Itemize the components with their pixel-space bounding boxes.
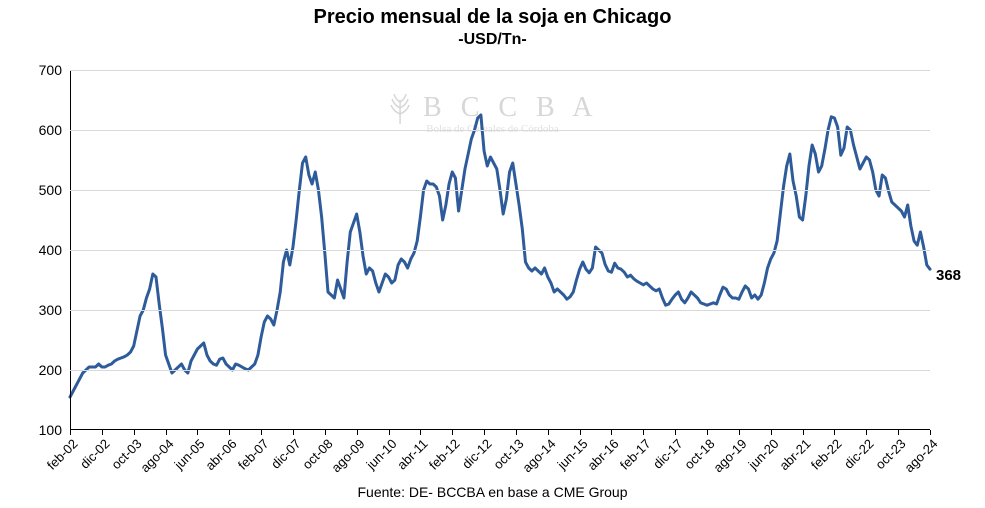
chart-title-block: Precio mensual de la soja en Chicago -US… (0, 6, 985, 49)
x-tick-label: dic-22 (841, 436, 877, 472)
x-tick-label: ago-24 (901, 436, 940, 475)
x-tick-mark (484, 430, 485, 435)
x-tick-mark (771, 430, 772, 435)
chart-container: Precio mensual de la soja en Chicago -US… (0, 0, 985, 508)
chart-title: Precio mensual de la soja en Chicago (0, 6, 985, 29)
x-tick-mark (357, 430, 358, 435)
x-tick-mark (293, 430, 294, 435)
x-tick-mark (739, 430, 740, 435)
x-tick-label: dic-12 (459, 436, 495, 472)
x-tick-label: feb-12 (426, 436, 463, 473)
gridline (70, 250, 930, 251)
last-value-label: 368 (936, 267, 961, 284)
x-tick-label: jun-10 (363, 436, 399, 472)
x-tick-label: abr-21 (776, 436, 813, 473)
x-tick-mark (420, 430, 421, 435)
x-tick-label: feb-22 (808, 436, 845, 473)
y-tick-label: 100 (39, 422, 62, 438)
x-tick-label: ago-19 (710, 436, 749, 475)
plot-area: 100200300400500600700feb-02dic-02oct-03a… (70, 70, 930, 430)
x-tick-label: abr-16 (585, 436, 622, 473)
x-tick-mark (643, 430, 644, 435)
x-tick-mark (389, 430, 390, 435)
x-tick-label: abr-06 (203, 436, 240, 473)
x-tick-mark (516, 430, 517, 435)
x-tick-label: feb-17 (617, 436, 654, 473)
price-line (70, 115, 930, 397)
x-tick-label: dic-07 (268, 436, 304, 472)
x-tick-mark (834, 430, 835, 435)
y-tick-label: 200 (39, 362, 62, 378)
x-tick-label: jun-05 (172, 436, 208, 472)
y-tick-label: 500 (39, 182, 62, 198)
gridline (70, 190, 930, 191)
x-tick-mark (325, 430, 326, 435)
x-tick-mark (134, 430, 135, 435)
x-tick-mark (580, 430, 581, 435)
x-tick-mark (707, 430, 708, 435)
gridline (70, 130, 930, 131)
x-tick-mark (261, 430, 262, 435)
x-tick-label: abr-11 (394, 436, 431, 473)
x-tick-mark (898, 430, 899, 435)
x-tick-mark (611, 430, 612, 435)
x-tick-label: ago-09 (328, 436, 367, 475)
gridline (70, 370, 930, 371)
x-tick-label: feb-07 (235, 436, 272, 473)
x-tick-mark (866, 430, 867, 435)
chart-footer: Fuente: DE- BCCBA en base a CME Group (0, 484, 985, 500)
x-tick-mark (548, 430, 549, 435)
x-tick-mark (166, 430, 167, 435)
y-tick-label: 700 (39, 62, 62, 78)
y-tick-label: 600 (39, 122, 62, 138)
y-tick-label: 300 (39, 302, 62, 318)
x-tick-mark (229, 430, 230, 435)
x-axis (70, 429, 930, 430)
x-tick-label: jun-20 (745, 436, 781, 472)
x-tick-label: jun-15 (554, 436, 590, 472)
x-tick-mark (675, 430, 676, 435)
x-tick-label: feb-02 (44, 436, 81, 473)
gridline (70, 310, 930, 311)
gridline (70, 70, 930, 71)
x-tick-label: ago-14 (519, 436, 558, 475)
x-tick-mark (452, 430, 453, 435)
x-tick-label: ago-04 (137, 436, 176, 475)
x-tick-mark (803, 430, 804, 435)
chart-subtitle: -USD/Tn- (0, 31, 985, 49)
x-tick-label: dic-17 (650, 436, 686, 472)
x-tick-mark (197, 430, 198, 435)
y-tick-label: 400 (39, 242, 62, 258)
x-tick-mark (102, 430, 103, 435)
x-tick-label: dic-02 (77, 436, 113, 472)
x-tick-mark (930, 430, 931, 435)
x-tick-mark (70, 430, 71, 435)
